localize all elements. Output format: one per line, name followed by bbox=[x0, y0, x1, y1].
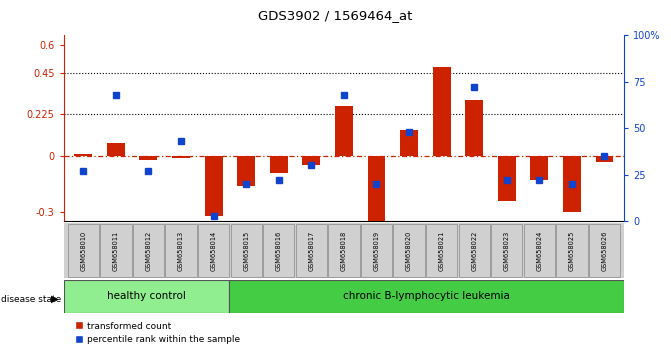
Bar bbox=[172, 156, 190, 158]
Text: disease state: disease state bbox=[1, 295, 62, 304]
Text: GSM658012: GSM658012 bbox=[146, 230, 152, 270]
Bar bbox=[433, 67, 450, 156]
Text: GSM658010: GSM658010 bbox=[81, 230, 87, 270]
Bar bbox=[368, 156, 385, 223]
Bar bbox=[465, 101, 483, 156]
Bar bbox=[596, 156, 613, 162]
FancyBboxPatch shape bbox=[523, 224, 555, 277]
Bar bbox=[205, 156, 223, 216]
FancyBboxPatch shape bbox=[589, 224, 620, 277]
Bar bbox=[140, 156, 158, 160]
Text: ▶: ▶ bbox=[51, 294, 58, 304]
FancyBboxPatch shape bbox=[491, 224, 523, 277]
Text: GSM658013: GSM658013 bbox=[178, 230, 184, 270]
Text: GSM658018: GSM658018 bbox=[341, 230, 347, 270]
Bar bbox=[335, 106, 353, 156]
FancyBboxPatch shape bbox=[231, 224, 262, 277]
Bar bbox=[400, 130, 418, 156]
Text: GSM658020: GSM658020 bbox=[406, 230, 412, 271]
FancyBboxPatch shape bbox=[68, 224, 99, 277]
Bar bbox=[498, 156, 516, 201]
Text: GSM658016: GSM658016 bbox=[276, 230, 282, 270]
Text: GSM658019: GSM658019 bbox=[374, 230, 380, 270]
FancyBboxPatch shape bbox=[229, 280, 624, 313]
FancyBboxPatch shape bbox=[165, 224, 197, 277]
Text: GSM658025: GSM658025 bbox=[569, 230, 575, 271]
FancyBboxPatch shape bbox=[556, 224, 588, 277]
Text: GSM658021: GSM658021 bbox=[439, 230, 445, 270]
Text: GSM658026: GSM658026 bbox=[601, 230, 607, 271]
FancyBboxPatch shape bbox=[198, 224, 229, 277]
Text: GSM658014: GSM658014 bbox=[211, 230, 217, 270]
FancyBboxPatch shape bbox=[361, 224, 392, 277]
FancyBboxPatch shape bbox=[296, 224, 327, 277]
Text: GSM658011: GSM658011 bbox=[113, 230, 119, 270]
Bar bbox=[270, 156, 288, 173]
Bar bbox=[530, 156, 548, 181]
FancyBboxPatch shape bbox=[426, 224, 457, 277]
FancyBboxPatch shape bbox=[458, 224, 490, 277]
Text: healthy control: healthy control bbox=[107, 291, 186, 302]
Text: chronic B-lymphocytic leukemia: chronic B-lymphocytic leukemia bbox=[343, 291, 510, 302]
FancyBboxPatch shape bbox=[328, 224, 360, 277]
FancyBboxPatch shape bbox=[393, 224, 425, 277]
Text: GSM658022: GSM658022 bbox=[471, 230, 477, 271]
Bar bbox=[563, 156, 581, 212]
Bar bbox=[107, 143, 125, 156]
Bar bbox=[303, 156, 320, 165]
Text: GSM658015: GSM658015 bbox=[243, 230, 249, 270]
Bar bbox=[74, 154, 92, 156]
FancyBboxPatch shape bbox=[64, 280, 229, 313]
FancyBboxPatch shape bbox=[133, 224, 164, 277]
FancyBboxPatch shape bbox=[263, 224, 295, 277]
Text: GSM658023: GSM658023 bbox=[504, 230, 510, 270]
FancyBboxPatch shape bbox=[100, 224, 132, 277]
Legend: transformed count, percentile rank within the sample: transformed count, percentile rank withi… bbox=[72, 318, 244, 348]
Text: GDS3902 / 1569464_at: GDS3902 / 1569464_at bbox=[258, 9, 413, 22]
Text: GSM658017: GSM658017 bbox=[308, 230, 314, 270]
Bar bbox=[238, 156, 255, 186]
Text: GSM658024: GSM658024 bbox=[536, 230, 542, 271]
